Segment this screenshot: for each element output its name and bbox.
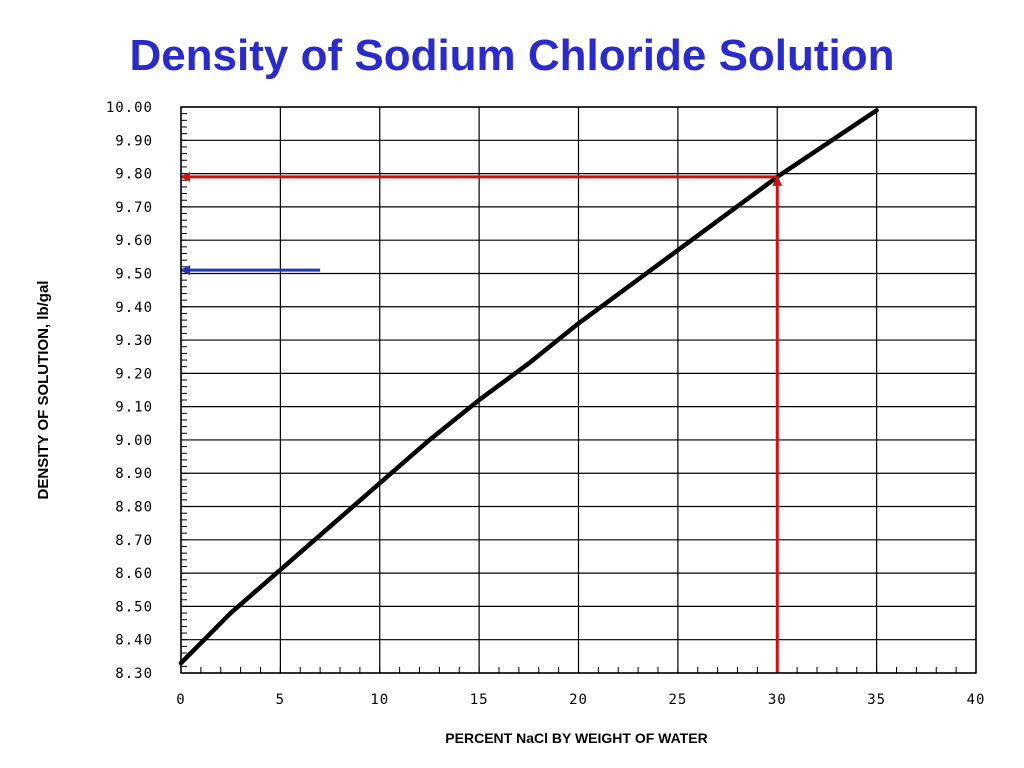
y-axis-title: DENSITY OF SOLUTION, lb/gal [35,281,52,500]
x-tick-label: 35 [867,692,886,708]
y-tick-label: 9.70 [115,200,153,216]
page-title: Density of Sodium Chloride Solution [129,31,895,80]
x-tick-label: 10 [370,692,389,708]
y-tick-label: 8.40 [115,633,153,649]
y-tick-label: 9.90 [115,133,153,149]
y-tick-label: 9.30 [115,333,153,349]
y-tick-label: 8.90 [115,466,153,482]
y-tick-label: 9.20 [115,366,153,382]
x-tick-label: 30 [768,692,787,708]
y-tick-label: 9.60 [115,233,153,249]
y-tick-label: 8.70 [115,533,153,549]
plot-frame [180,106,977,674]
x-tick-label: 25 [668,692,687,708]
y-tick-label: 9.50 [115,266,153,282]
x-axis-title: PERCENT NaCl BY WEIGHT OF WATER [445,730,707,746]
y-tick-label: 9.00 [115,433,153,449]
x-tick-label: 40 [967,692,986,708]
y-tick-label: 9.40 [115,300,153,316]
x-tick-label: 15 [470,692,489,708]
y-tick-label: 9.80 [115,167,153,183]
y-tick-label: 8.80 [115,500,153,516]
y-tick-label: 8.60 [115,566,153,582]
x-tick-label: 0 [176,692,185,708]
y-tick-label: 9.10 [115,400,153,416]
y-tick-label: 8.30 [115,666,153,682]
series-line-0 [178,108,879,666]
x-tick-label: 5 [276,692,285,708]
y-tick-label: 10.00 [106,100,153,116]
y-tick-label: 8.50 [115,599,153,615]
x-tick-label: 20 [569,692,588,708]
